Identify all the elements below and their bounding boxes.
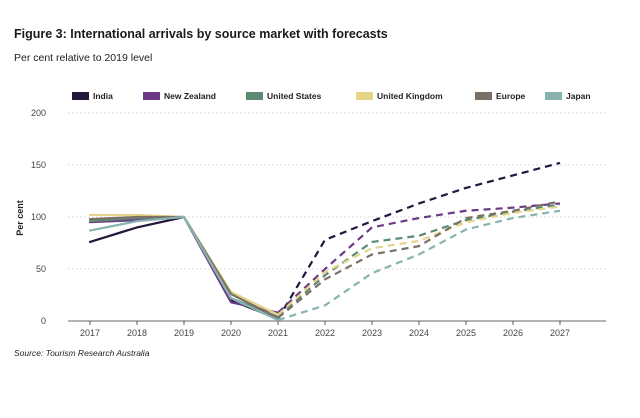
x-tick-label: 2017 <box>80 328 100 338</box>
series-line-united-states-forecast <box>277 203 561 318</box>
legend-item-new-zealand: New Zealand <box>143 91 216 101</box>
legend-swatch <box>143 92 160 100</box>
legend-swatch <box>246 92 263 100</box>
legend-item-united-kingdom: United Kingdom <box>356 91 443 101</box>
x-tick-label: 2021 <box>268 328 288 338</box>
x-tick-label: 2026 <box>503 328 523 338</box>
series-lines <box>88 161 561 322</box>
series-line-europe-forecast <box>277 200 561 319</box>
series-line-united-kingdom-actual <box>88 213 280 316</box>
y-tick-label: 50 <box>36 264 46 274</box>
x-tick-label: 2023 <box>362 328 382 338</box>
legend-swatch <box>72 92 89 100</box>
line-chart: India New Zealand United States United King… <box>15 91 606 338</box>
x-tick-label: 2025 <box>456 328 476 338</box>
legend-swatch <box>356 92 373 100</box>
y-tick-label: 0 <box>41 316 46 326</box>
y-tick-label: 100 <box>31 212 46 222</box>
y-tick-label: 150 <box>31 160 46 170</box>
series-line-japan-forecast <box>277 209 561 322</box>
y-tick-label: 200 <box>31 108 46 118</box>
x-tick-label: 2024 <box>409 328 429 338</box>
x-tick-label: 2018 <box>127 328 147 338</box>
legend-item-japan: Japan <box>545 91 591 101</box>
legend-label: United States <box>267 91 322 101</box>
chart-title: Figure 3: International arrivals by sour… <box>14 27 388 41</box>
chart-source: Source: Tourism Research Australia <box>14 348 150 358</box>
legend-label: United Kingdom <box>377 91 443 101</box>
series-line-india-forecast <box>277 161 561 320</box>
series-line-new-zealand-actual <box>88 215 280 314</box>
legend-label: New Zealand <box>164 91 216 101</box>
legend-item-europe: Europe <box>475 91 526 101</box>
series-line-united-kingdom-forecast <box>277 205 561 316</box>
x-tick-label: 2020 <box>221 328 241 338</box>
legend-swatch <box>475 92 492 100</box>
series-line-new-zealand-forecast <box>277 202 561 314</box>
series-line-japan-actual <box>88 215 280 322</box>
legend: India New Zealand United States United King… <box>72 91 591 101</box>
x-tick-label: 2022 <box>315 328 335 338</box>
legend-label: India <box>93 91 113 101</box>
x-tick-label: 2019 <box>174 328 194 338</box>
legend-label: Europe <box>496 91 526 101</box>
y-axis: 0 50 100 150 200 <box>31 108 46 326</box>
legend-item-united-states: United States <box>246 91 322 101</box>
legend-label: Japan <box>566 91 591 101</box>
x-tick-label: 2027 <box>550 328 570 338</box>
chart-subtitle: Per cent relative to 2019 level <box>14 52 153 64</box>
legend-item-india: India <box>72 91 113 101</box>
x-axis: 2017 2018 2019 2020 2021 2022 2023 2024 2025 2026… <box>68 320 606 338</box>
y-axis-label: Per cent <box>15 200 25 236</box>
legend-swatch <box>545 92 562 100</box>
grid <box>68 112 606 270</box>
